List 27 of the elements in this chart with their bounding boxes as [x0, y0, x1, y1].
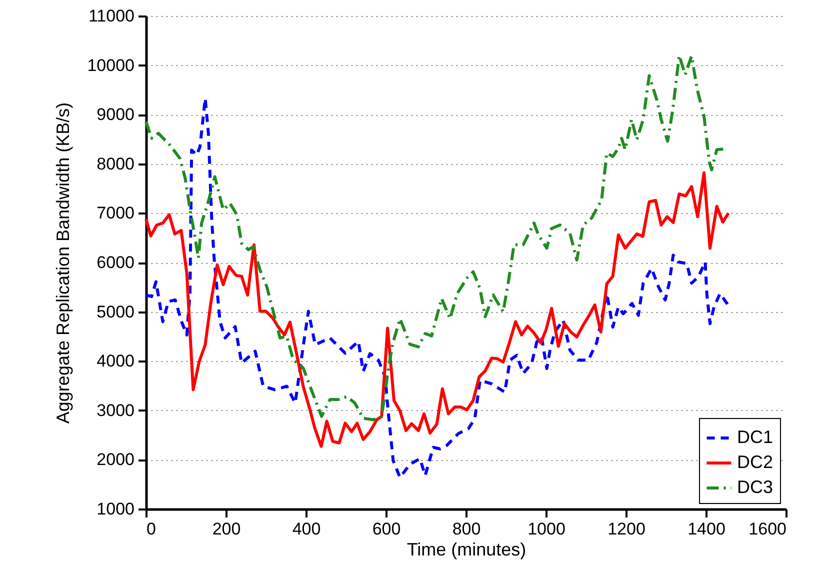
y-tick-label: 9000 [96, 105, 134, 124]
y-tick-label: 7000 [96, 204, 134, 223]
legend-label: DC2 [737, 452, 774, 472]
x-tick-label: 800 [452, 520, 481, 538]
x-tick-label: 1400 [688, 520, 726, 538]
x-tick-label: 1000 [528, 520, 566, 538]
x-tick-label: 1200 [608, 520, 646, 538]
y-tick-label: 5000 [96, 302, 134, 322]
x-tick-label: 1600 [748, 520, 786, 538]
y-tick-label: 11000 [88, 6, 134, 26]
legend-label: DC1 [737, 427, 774, 447]
x-axis-title: Time (minutes) [406, 540, 526, 560]
line-series [144, 171, 730, 448]
x-tick-label: 600 [372, 520, 401, 538]
x-tick-label: 200 [212, 520, 241, 538]
x-tick-label: 400 [292, 520, 321, 538]
line-series [144, 54, 725, 422]
y-tick-label: 8000 [96, 154, 134, 174]
y-tick-label: 3000 [96, 400, 134, 420]
y-tick-label: 6000 [96, 253, 134, 272]
y-tick-label: 4000 [96, 352, 134, 371]
y-tick-label: 1000 [96, 500, 134, 518]
legend-label: DC3 [737, 477, 774, 497]
y-tick-label: 2000 [96, 450, 134, 470]
y-axis-title: Aggregate Replication Bandwidth (KB/s) [53, 102, 74, 424]
x-tick-label: 0 [146, 520, 156, 538]
y-tick-label: 10000 [87, 56, 134, 75]
